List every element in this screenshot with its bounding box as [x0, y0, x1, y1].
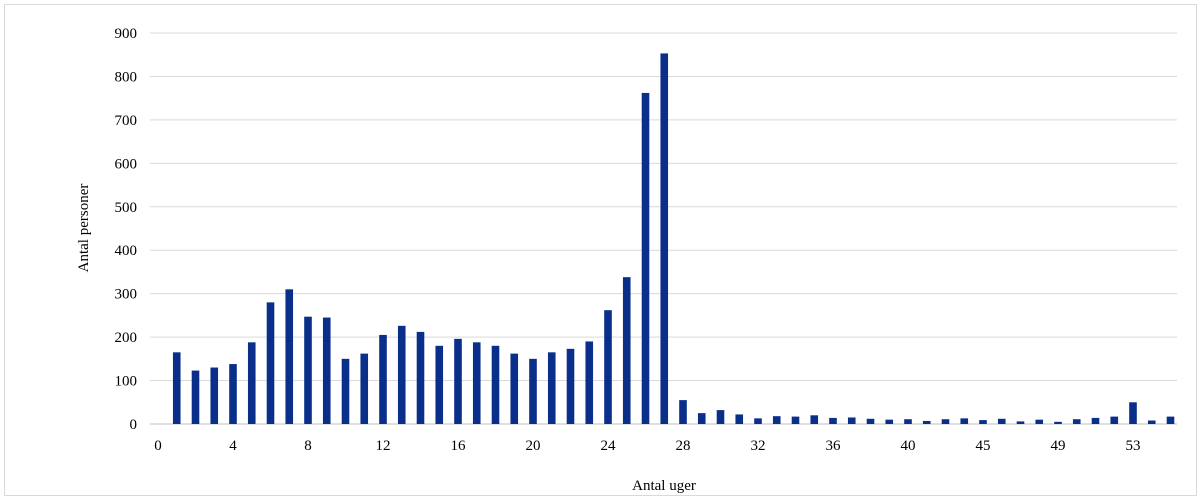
bar [172, 352, 181, 424]
y-tick-labels: 0 100 200 300 400 500 600 700 800 900 [115, 26, 138, 433]
bar [379, 334, 387, 424]
bar [604, 310, 612, 424]
bar [1016, 421, 1025, 424]
bar [791, 416, 800, 424]
bar [922, 420, 931, 424]
bar [1054, 421, 1062, 424]
bar [1147, 420, 1156, 424]
bar [191, 370, 200, 424]
bar [960, 418, 969, 424]
bar [229, 364, 237, 424]
bar [360, 353, 369, 424]
bar [1072, 419, 1081, 424]
y-tick-label: 300 [115, 287, 138, 303]
bar [866, 418, 875, 424]
x-tick-label: 0 [154, 438, 162, 454]
x-tick-label: 8 [304, 438, 312, 454]
bar [491, 345, 500, 424]
bar [885, 419, 894, 424]
bar [622, 277, 631, 424]
x-tick-label: 45 [976, 438, 991, 454]
bar [829, 417, 837, 424]
bar [435, 345, 444, 424]
x-tick-label: 40 [901, 438, 916, 454]
bar [941, 419, 950, 424]
y-tick-label: 600 [115, 156, 138, 172]
bar [1129, 402, 1137, 424]
x-tick-label: 36 [826, 438, 842, 454]
bar [285, 289, 294, 424]
x-tick-labels: 0 4 8 12 16 20 24 28 32 36 40 45 49 53 [154, 438, 1140, 454]
x-tick-label: 20 [526, 438, 541, 454]
bar [1035, 419, 1044, 424]
bar [322, 317, 331, 424]
x-tick-label: 49 [1051, 438, 1066, 454]
bars [172, 53, 1175, 425]
bar [847, 417, 856, 424]
bar [247, 342, 256, 424]
x-tick-label: 53 [1126, 438, 1141, 454]
y-tick-label: 100 [115, 374, 138, 390]
x-axis-title: Antal uger [632, 478, 696, 494]
bar [772, 416, 781, 424]
bar [304, 316, 312, 424]
bar [660, 53, 669, 425]
bar [472, 342, 481, 424]
bar [566, 348, 575, 424]
bar [716, 410, 725, 424]
bar [697, 413, 706, 424]
bar [1091, 417, 1100, 424]
y-tick-label: 400 [115, 243, 138, 259]
bar [510, 353, 519, 424]
bar [266, 302, 275, 424]
bar [547, 352, 556, 424]
bar [416, 331, 425, 424]
bar [904, 419, 912, 424]
bar [585, 341, 594, 424]
bar [735, 414, 744, 424]
y-tick-label: 200 [115, 330, 138, 346]
bar [754, 418, 762, 424]
y-axis-title: Antal personer [76, 184, 92, 273]
bar [529, 358, 537, 424]
bar [397, 325, 406, 424]
y-tick-label: 900 [115, 26, 138, 42]
x-tick-label: 24 [601, 438, 617, 454]
y-tick-label: 500 [115, 200, 138, 216]
x-tick-label: 28 [676, 438, 691, 454]
bar [341, 358, 350, 424]
bar [210, 367, 219, 424]
bar [979, 420, 987, 424]
y-tick-label: 800 [115, 69, 138, 85]
bar [454, 338, 462, 424]
bar [1110, 416, 1119, 424]
bar [997, 418, 1006, 424]
bar [641, 92, 650, 424]
bar [1166, 416, 1175, 424]
bar [810, 415, 819, 424]
y-tick-label: 700 [115, 113, 138, 129]
x-tick-label: 16 [451, 438, 467, 454]
bar [679, 400, 687, 424]
x-tick-label: 12 [376, 438, 391, 454]
x-tick-label: 32 [751, 438, 766, 454]
y-tick-label: 0 [130, 417, 138, 433]
x-tick-label: 4 [229, 438, 237, 454]
